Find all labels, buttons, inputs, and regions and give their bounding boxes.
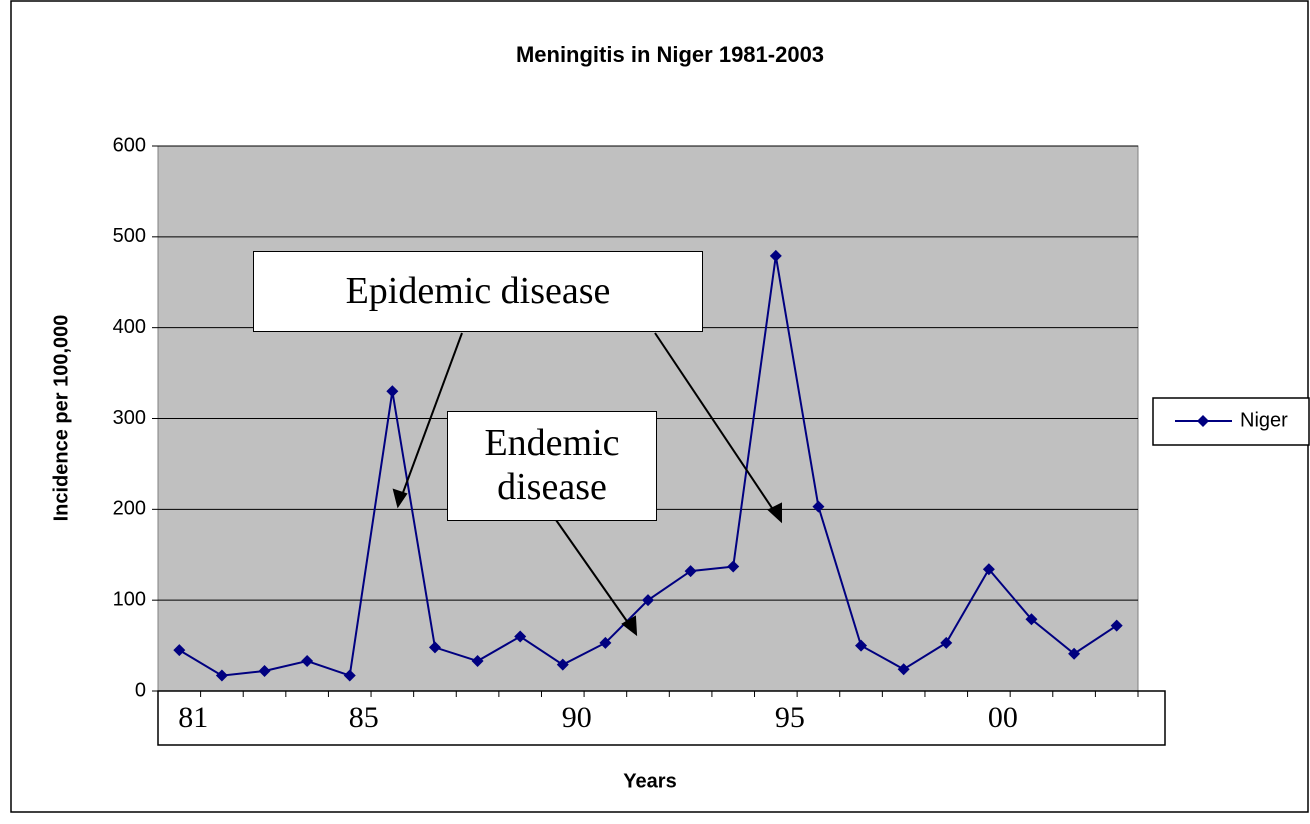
- marker: [769, 249, 782, 262]
- marker: [215, 669, 228, 682]
- y-tick-label: 600: [113, 134, 146, 156]
- arrowhead: [767, 502, 782, 524]
- arrow: [654, 332, 777, 515]
- marker: [343, 669, 356, 682]
- marker: [428, 641, 441, 654]
- marker: [897, 663, 910, 676]
- marker: [812, 500, 825, 513]
- chart-title: Meningitis in Niger 1981-2003: [516, 42, 824, 67]
- y-tick-label: 500: [113, 225, 146, 247]
- x-tick-label: 81: [178, 701, 208, 734]
- y-tick-label: 0: [135, 679, 146, 701]
- marker: [173, 644, 186, 657]
- marker: [982, 563, 995, 576]
- x-tick-label: 85: [349, 701, 379, 734]
- marker: [301, 655, 314, 668]
- marker: [1110, 619, 1123, 632]
- marker: [855, 639, 868, 652]
- marker: [514, 630, 527, 643]
- marker: [386, 385, 399, 398]
- y-tick-label: 400: [113, 316, 146, 338]
- annotation: Epidemic disease: [253, 251, 703, 332]
- annotation-arrows: [392, 332, 782, 637]
- x-tick-label: 00: [988, 701, 1018, 734]
- arrow: [555, 519, 632, 628]
- marker: [642, 594, 654, 607]
- annotation: Endemic disease: [447, 411, 657, 521]
- marker: [940, 636, 953, 649]
- arrowhead: [392, 488, 408, 509]
- x-axis-label: Years: [623, 770, 676, 792]
- x-tick-label: 90: [562, 701, 592, 734]
- marker: [684, 565, 697, 578]
- marker: [727, 560, 740, 573]
- x-label-box: [157, 690, 1166, 746]
- y-tick-label: 300: [113, 407, 146, 429]
- legend-marker: [1197, 415, 1209, 427]
- arrow: [400, 332, 463, 499]
- marker: [599, 636, 612, 649]
- y-axis-label: Incidence per 100,000: [50, 315, 72, 522]
- marker: [556, 658, 569, 671]
- marker: [1025, 613, 1038, 626]
- marker: [1068, 647, 1081, 660]
- x-tick-label: 95: [775, 701, 805, 734]
- marker: [471, 655, 484, 668]
- y-tick-label: 200: [113, 498, 146, 520]
- legend-label: Niger: [1240, 409, 1288, 431]
- marker: [258, 665, 271, 678]
- y-tick-label: 100: [113, 588, 146, 610]
- marks: 0 100 200 300 400 500 600 81 85 90 95 00: [113, 134, 1139, 734]
- arrowhead: [621, 615, 638, 637]
